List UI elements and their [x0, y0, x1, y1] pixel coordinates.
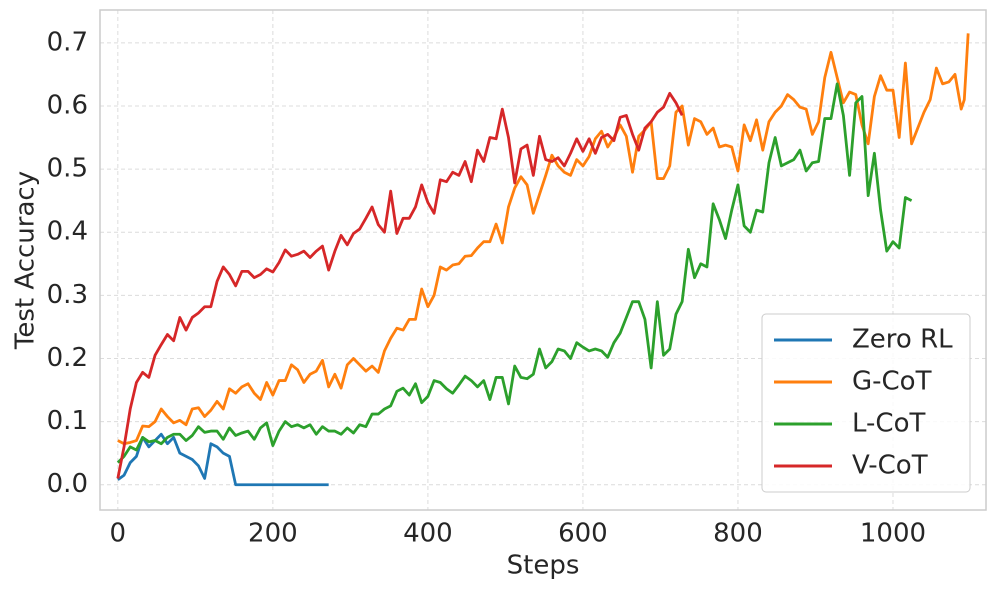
series-line	[117, 33, 970, 446]
y-tick-label: 0.7	[47, 27, 88, 57]
series-line	[117, 432, 329, 487]
y-tick-label: 0.4	[47, 217, 88, 247]
x-axis-label: Steps	[507, 551, 580, 581]
y-tick-label: 0.0	[47, 469, 88, 499]
legend-box	[761, 313, 971, 493]
y-tick-label: 0.1	[47, 406, 88, 436]
series-line	[116, 82, 913, 464]
x-tick-label: 0	[110, 519, 127, 549]
legend-label: G-CoT	[852, 367, 932, 397]
legend-label: V-CoT	[852, 451, 928, 481]
legend-label: Zero RL	[852, 325, 953, 355]
legend-label: L-CoT	[852, 409, 925, 439]
x-tick-label: 400	[403, 519, 453, 549]
x-tick-label: 600	[558, 519, 608, 549]
plot-frame	[99, 9, 987, 511]
y-tick-label: 0.6	[47, 90, 88, 120]
x-tick-label: 200	[248, 519, 298, 549]
y-axis-label: Test Accuracy	[11, 171, 41, 350]
y-tick-label: 0.2	[47, 343, 88, 373]
x-tick-label: 1000	[860, 519, 926, 549]
y-tick-label: 0.3	[47, 280, 88, 310]
y-tick-label: 0.5	[47, 154, 88, 184]
x-tick-label: 800	[713, 519, 763, 549]
series-line	[116, 91, 684, 479]
